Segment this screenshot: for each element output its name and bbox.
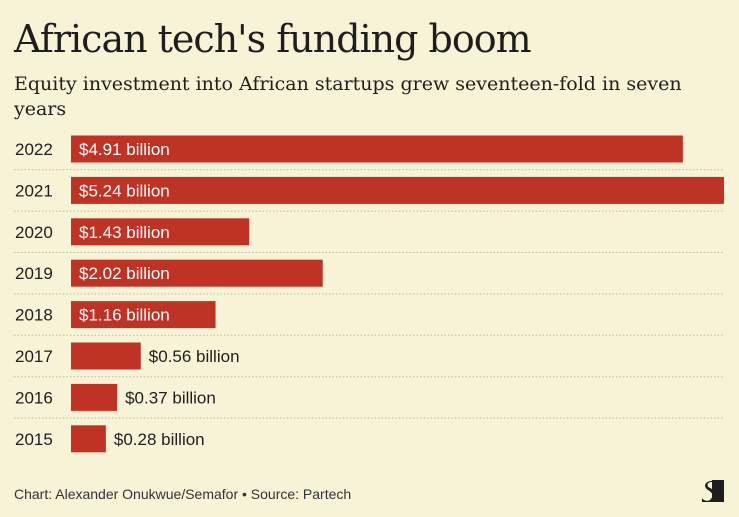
bar [71, 301, 216, 329]
category-label: 2021 [15, 181, 53, 200]
category-label: 2019 [15, 264, 53, 283]
bar [71, 218, 250, 246]
category-label: 2022 [15, 140, 53, 159]
chart-title: African tech's funding boom [14, 17, 532, 61]
bar [71, 425, 106, 453]
category-label: 2018 [15, 306, 53, 325]
data-label: $0.56 billion [149, 347, 240, 366]
category-label: 2020 [15, 223, 53, 242]
chart-subtitle: Equity investment into African startups … [14, 73, 682, 120]
data-label: $5.24 billion [79, 181, 170, 200]
data-label: $2.02 billion [79, 264, 170, 283]
bar [71, 342, 141, 370]
bar [71, 259, 323, 287]
bar [71, 176, 724, 204]
bar [71, 135, 683, 163]
data-label: $0.37 billion [125, 388, 216, 407]
data-label: $0.28 billion [114, 430, 205, 449]
category-label: 2015 [15, 430, 53, 449]
category-label: 2017 [15, 347, 53, 366]
data-label: $4.91 billion [79, 140, 170, 159]
bar [71, 383, 118, 411]
data-label: $1.43 billion [79, 223, 170, 242]
bar-chart: 2022 $4.91 billion 2021 $5.24 billion 2020 $1… [14, 135, 724, 453]
semafor-logo-icon [702, 480, 724, 502]
data-label: $1.16 billion [79, 306, 170, 325]
chart-footer: Chart: Alexander Onukwue/Semafor • Sourc… [14, 486, 352, 502]
category-label: 2016 [15, 388, 53, 407]
